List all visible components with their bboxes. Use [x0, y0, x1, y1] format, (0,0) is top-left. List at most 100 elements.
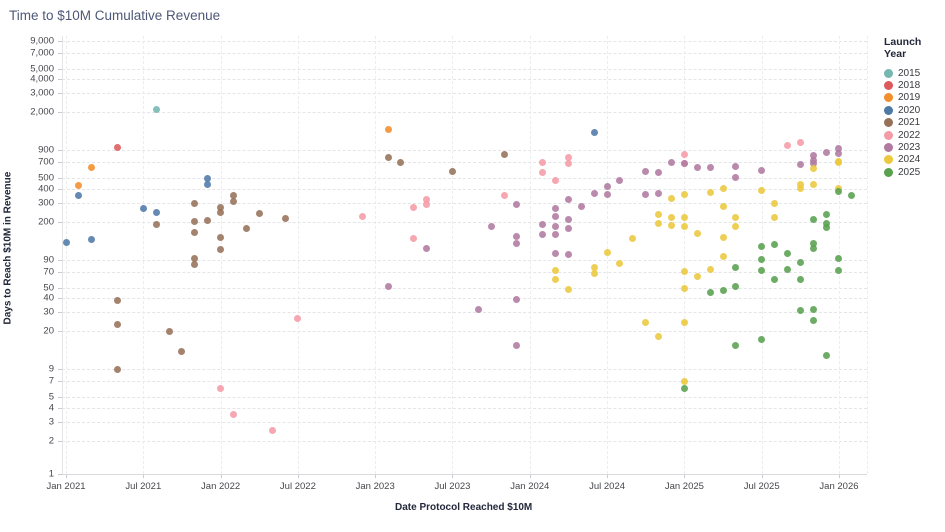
scatter-point[interactable] [655, 189, 663, 197]
scatter-point[interactable] [500, 191, 508, 199]
scatter-point[interactable] [114, 144, 122, 152]
scatter-point[interactable] [564, 286, 572, 294]
scatter-point[interactable] [719, 252, 727, 260]
scatter-point[interactable] [217, 233, 225, 241]
scatter-point[interactable] [809, 215, 817, 223]
scatter-point[interactable] [848, 191, 856, 199]
scatter-point[interactable] [758, 186, 766, 194]
scatter-point[interactable] [513, 240, 521, 248]
scatter-point[interactable] [758, 167, 766, 175]
scatter-point[interactable] [229, 198, 237, 206]
legend-item-2018[interactable]: 2018 [884, 79, 945, 91]
scatter-point[interactable] [706, 189, 714, 197]
scatter-point[interactable] [835, 145, 843, 153]
scatter-point[interactable] [783, 250, 791, 258]
scatter-point[interactable] [668, 213, 675, 221]
scatter-point[interactable] [448, 168, 456, 176]
legend-item-2020[interactable]: 2020 [884, 104, 945, 116]
scatter-point[interactable] [564, 160, 572, 168]
scatter-point[interactable] [487, 223, 495, 231]
scatter-point[interactable] [384, 126, 392, 134]
scatter-point[interactable] [603, 182, 611, 190]
scatter-point[interactable] [809, 152, 817, 160]
scatter-point[interactable] [539, 169, 547, 177]
scatter-point[interactable] [796, 161, 804, 169]
scatter-point[interactable] [680, 223, 688, 231]
scatter-point[interactable] [822, 210, 830, 218]
scatter-point[interactable] [217, 385, 225, 393]
scatter-point[interactable] [204, 180, 212, 188]
scatter-point[interactable] [719, 233, 727, 241]
scatter-point[interactable] [783, 142, 791, 150]
scatter-point[interactable] [294, 315, 302, 323]
scatter-point[interactable] [796, 180, 804, 188]
scatter-point[interactable] [680, 377, 688, 385]
scatter-point[interactable] [358, 212, 366, 220]
scatter-point[interactable] [114, 365, 122, 373]
scatter-point[interactable] [835, 158, 843, 165]
scatter-point[interactable] [204, 174, 212, 182]
scatter-point[interactable] [564, 215, 572, 223]
legend-item-2024[interactable]: 2024 [884, 154, 945, 166]
scatter-point[interactable] [590, 264, 598, 272]
scatter-point[interactable] [217, 246, 225, 254]
scatter-point[interactable] [796, 259, 804, 267]
scatter-point[interactable] [384, 283, 392, 291]
scatter-point[interactable] [642, 190, 650, 198]
scatter-point[interactable] [191, 218, 199, 226]
scatter-point[interactable] [771, 199, 779, 207]
scatter-point[interactable] [152, 208, 160, 216]
scatter-point[interactable] [423, 245, 431, 253]
scatter-point[interactable] [809, 160, 817, 168]
scatter-point[interactable] [229, 191, 237, 199]
scatter-point[interactable] [629, 235, 637, 243]
scatter-point[interactable] [500, 151, 508, 159]
scatter-point[interactable] [732, 283, 740, 291]
scatter-point[interactable] [552, 266, 560, 274]
scatter-point[interactable] [552, 231, 560, 239]
scatter-point[interactable] [655, 169, 663, 177]
scatter-point[interactable] [655, 332, 663, 340]
scatter-point[interactable] [796, 307, 804, 315]
scatter-point[interactable] [88, 164, 96, 172]
scatter-point[interactable] [423, 195, 431, 203]
legend-item-2025[interactable]: 2025 [884, 166, 945, 178]
scatter-point[interactable] [668, 159, 675, 167]
scatter-point[interactable] [758, 243, 766, 251]
scatter-point[interactable] [706, 164, 714, 172]
scatter-point[interactable] [217, 208, 225, 216]
scatter-point[interactable] [513, 296, 521, 304]
scatter-point[interactable] [539, 159, 547, 167]
scatter-point[interactable] [616, 260, 624, 268]
scatter-point[interactable] [191, 261, 199, 269]
scatter-point[interactable] [680, 285, 688, 293]
scatter-point[interactable] [680, 213, 688, 221]
scatter-point[interactable] [577, 202, 585, 210]
scatter-point[interactable] [552, 250, 560, 258]
scatter-point[interactable] [513, 200, 521, 208]
scatter-point[interactable] [114, 321, 122, 329]
scatter-point[interactable] [680, 160, 688, 168]
scatter-point[interactable] [474, 305, 482, 313]
scatter-point[interactable] [680, 151, 688, 159]
scatter-point[interactable] [706, 289, 714, 297]
scatter-point[interactable] [758, 335, 766, 343]
scatter-point[interactable] [564, 251, 572, 259]
scatter-point[interactable] [552, 176, 560, 184]
scatter-point[interactable] [668, 195, 675, 203]
scatter-point[interactable] [281, 214, 289, 222]
scatter-point[interactable] [809, 244, 817, 252]
scatter-point[interactable] [642, 319, 650, 327]
scatter-point[interactable] [732, 173, 740, 181]
legend-item-2019[interactable]: 2019 [884, 92, 945, 104]
scatter-point[interactable] [680, 385, 688, 393]
scatter-point[interactable] [680, 190, 688, 198]
scatter-point[interactable] [152, 220, 160, 228]
scatter-point[interactable] [75, 191, 83, 199]
legend-item-2015[interactable]: 2015 [884, 67, 945, 79]
scatter-point[interactable] [603, 248, 611, 256]
scatter-point[interactable] [552, 275, 560, 283]
scatter-point[interactable] [165, 327, 173, 335]
scatter-point[interactable] [732, 263, 740, 271]
scatter-point[interactable] [590, 269, 598, 277]
